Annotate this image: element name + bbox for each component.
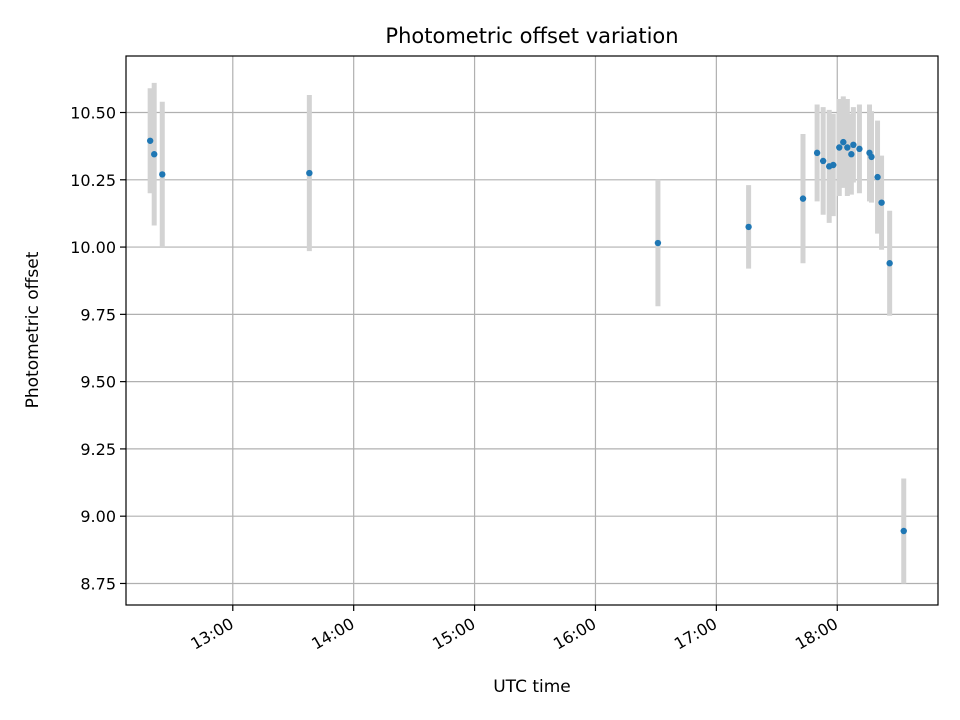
y-tick-label: 10.00 (70, 238, 116, 257)
y-tick-label: 8.75 (80, 574, 116, 593)
data-point (654, 239, 662, 247)
data-point (306, 169, 313, 177)
data-point (868, 153, 875, 161)
data-point (850, 141, 857, 149)
grid (126, 56, 938, 605)
y-axis-ticks: 8.75 9.00 9.25 9.50 9.75 10.00 10.25 10.50 (70, 104, 126, 593)
chart-title: Photometric offset variation (385, 24, 678, 48)
data-points (146, 137, 907, 535)
y-axis-label: Photometric offset (23, 251, 43, 408)
y-tick-label: 9.50 (80, 373, 116, 392)
data-point (830, 161, 837, 169)
data-point (159, 171, 166, 178)
x-axis-label: UTC time (493, 677, 571, 697)
data-point (840, 138, 847, 146)
data-point (836, 144, 843, 151)
data-point (844, 144, 851, 151)
data-point (900, 527, 907, 535)
data-point (151, 151, 158, 158)
data-point (745, 223, 752, 231)
plot-area-frame (125, 55, 939, 606)
y-tick-label: 9.25 (80, 440, 116, 459)
data-point (874, 173, 881, 181)
data-point (146, 137, 154, 144)
data-point (813, 149, 821, 157)
data-point (878, 199, 885, 206)
data-point (819, 157, 827, 165)
data-point (799, 195, 807, 202)
data-point (848, 151, 855, 158)
y-tick-label: 9.75 (80, 305, 116, 324)
y-tick-label: 10.50 (70, 104, 116, 123)
y-tick-label: 10.25 (70, 171, 116, 190)
data-point (886, 260, 893, 267)
data-point (856, 145, 863, 153)
y-tick-label: 9.00 (80, 507, 116, 526)
